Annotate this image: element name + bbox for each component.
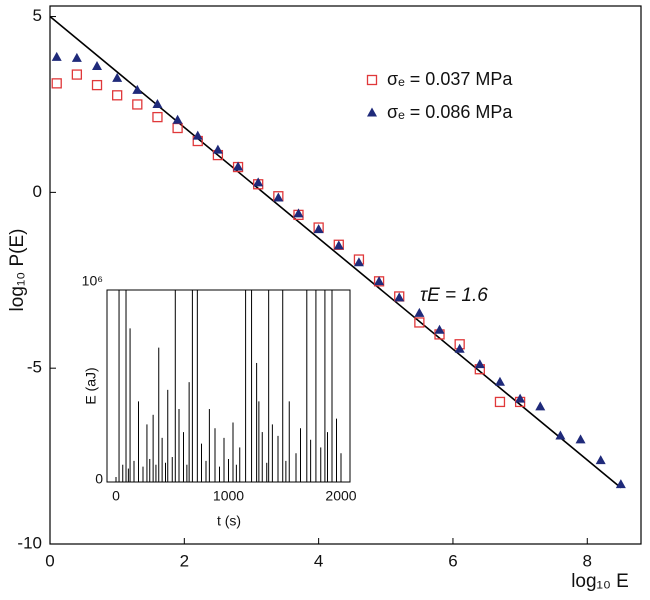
square-marker — [51, 78, 62, 89]
triangle-marker — [595, 455, 606, 465]
triangle-marker — [233, 161, 244, 171]
triangle-marker — [132, 84, 143, 94]
legend-label: σₑ = 0.037 MPa — [387, 69, 513, 89]
triangle-marker — [555, 430, 566, 440]
triangle-marker — [494, 376, 505, 386]
triangle-marker — [474, 359, 485, 369]
triangle-marker — [615, 479, 626, 489]
y-tick-label: -5 — [27, 358, 42, 377]
x-tick-label: 2 — [180, 551, 189, 570]
inset-plot — [118, 290, 342, 482]
triangle-marker — [434, 324, 445, 334]
x-axis-label: log₁₀ E — [571, 571, 629, 592]
inset-frame — [106, 289, 351, 483]
legend-marker — [367, 107, 377, 117]
triangle-marker — [51, 51, 62, 61]
triangle-marker — [333, 240, 344, 250]
triangle-marker — [293, 208, 304, 218]
legend-marker — [366, 74, 378, 86]
square-marker — [494, 396, 506, 408]
triangle-marker — [414, 307, 425, 317]
x-tick-label: 8 — [583, 551, 592, 570]
inset-x-tick-label: 1000 — [213, 488, 244, 504]
x-tick-label: 0 — [45, 551, 54, 570]
square-marker — [112, 90, 123, 101]
y-tick-label: 0 — [33, 182, 42, 201]
triangle-marker — [515, 393, 526, 403]
x-tick-label: 6 — [448, 551, 457, 570]
square-marker — [152, 111, 163, 123]
triangle-marker — [71, 52, 82, 62]
fit-line — [49, 15, 622, 489]
triangle-marker — [575, 434, 586, 444]
square-marker — [132, 99, 143, 110]
y-tick-label: 5 — [33, 6, 42, 25]
y-tick-label: -10 — [17, 533, 42, 552]
triangle-marker — [212, 144, 223, 154]
triangle-marker — [273, 192, 284, 202]
inset-y-tick-label: 0 — [95, 471, 103, 487]
inset-y-tick-label: 10⁶ — [82, 273, 103, 289]
square-marker — [414, 317, 425, 328]
triangle-marker — [112, 72, 123, 82]
triangle-marker — [192, 130, 203, 140]
inset-x-tick-label: 2000 — [325, 488, 356, 504]
inset-x-label: t (s) — [217, 513, 241, 529]
triangle-marker — [152, 98, 163, 108]
triangle-marker — [454, 343, 465, 353]
x-tick-label: 4 — [314, 551, 323, 570]
y-axis-label: log₁₀ P(E) — [7, 229, 28, 312]
plot-frame — [49, 5, 642, 545]
inset-y-label: E (aJ) — [83, 367, 99, 404]
triangle-marker — [535, 401, 546, 411]
triangle-marker — [353, 257, 364, 267]
triangle-marker — [92, 60, 103, 70]
legend-label: σₑ = 0.086 MPa — [387, 102, 513, 122]
triangle-marker — [253, 177, 264, 187]
square-marker — [71, 69, 83, 80]
inset-x-tick-label: 0 — [112, 488, 120, 504]
triangle-marker — [172, 114, 183, 124]
annotation: τE = 1.6 — [420, 285, 488, 306]
square-marker — [91, 79, 103, 91]
triangle-marker — [374, 276, 385, 286]
triangle-marker — [394, 292, 405, 302]
triangle-marker — [313, 224, 324, 234]
